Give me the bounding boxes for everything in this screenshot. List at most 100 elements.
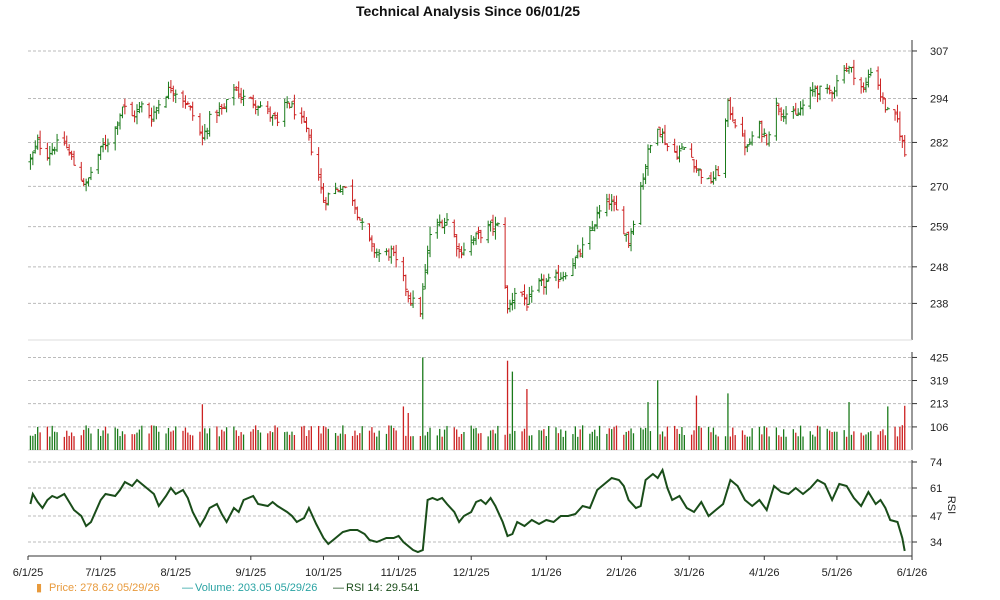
price-bar bbox=[742, 129, 747, 156]
price-bar bbox=[469, 235, 474, 256]
price-bar bbox=[662, 124, 667, 146]
price-bar bbox=[299, 107, 304, 124]
price-bar bbox=[868, 67, 873, 77]
price-bar bbox=[423, 264, 428, 290]
price-bar bbox=[258, 101, 263, 108]
price-panel: 238 248 259 270 282 294 307 bbox=[28, 40, 948, 341]
price-bar bbox=[98, 145, 103, 160]
price-bar bbox=[779, 107, 784, 122]
price-bar bbox=[459, 246, 464, 259]
legend-item: ▮ Price: 278.62 05/29/26 bbox=[36, 582, 160, 594]
price-bar bbox=[641, 173, 646, 190]
price-bar bbox=[512, 287, 517, 310]
price-bar bbox=[587, 226, 592, 250]
price-bar bbox=[406, 290, 411, 303]
price-bar bbox=[658, 126, 663, 138]
price-bar bbox=[861, 82, 866, 93]
rsi-tick-label: 74 bbox=[930, 457, 942, 469]
price-bar bbox=[401, 256, 406, 282]
price-bar bbox=[394, 244, 399, 268]
price-bar bbox=[541, 274, 546, 295]
price-bar bbox=[830, 91, 835, 102]
price-bar bbox=[781, 109, 786, 122]
price-bar bbox=[72, 150, 77, 166]
price-bar bbox=[813, 85, 818, 97]
price-bar bbox=[529, 285, 534, 303]
price-bar bbox=[546, 273, 551, 282]
price-bar bbox=[79, 161, 84, 181]
price-bar bbox=[488, 220, 493, 232]
x-tick-label: 2/1/26 bbox=[606, 567, 637, 579]
price-bar bbox=[357, 217, 362, 221]
volume-tick-label: 106 bbox=[930, 422, 948, 434]
price-tick-label: 294 bbox=[930, 94, 948, 106]
price-bar bbox=[166, 81, 171, 100]
price-bar bbox=[377, 249, 382, 262]
price-bar bbox=[137, 102, 142, 114]
price-bar bbox=[452, 219, 457, 238]
price-bar bbox=[784, 106, 789, 125]
price-bar bbox=[241, 89, 246, 107]
price-bar bbox=[403, 274, 408, 297]
price-bar bbox=[428, 226, 433, 258]
price-bar bbox=[55, 133, 60, 152]
price-bar bbox=[679, 142, 684, 150]
rsi-axis-label: RSI bbox=[945, 496, 957, 514]
price-bar bbox=[151, 105, 156, 122]
price-bar bbox=[706, 177, 711, 180]
price-bar bbox=[575, 244, 580, 259]
price-bar bbox=[386, 248, 391, 261]
price-bar bbox=[62, 131, 67, 146]
price-bar bbox=[900, 135, 905, 148]
price-bar bbox=[28, 153, 33, 170]
price-bar bbox=[629, 228, 634, 252]
price-bar bbox=[69, 150, 74, 160]
price-bar bbox=[323, 197, 328, 211]
price-bar bbox=[96, 153, 101, 174]
price-bar bbox=[437, 214, 442, 227]
price-bar bbox=[595, 206, 600, 229]
price-bar bbox=[234, 86, 239, 92]
price-bar bbox=[207, 111, 212, 137]
x-tick-label: 8/1/25 bbox=[160, 567, 191, 579]
legend-marker: ▮ bbox=[36, 582, 42, 594]
x-tick-label: 4/1/26 bbox=[749, 567, 780, 579]
price-bar bbox=[493, 216, 498, 240]
price-bar bbox=[130, 101, 135, 117]
price-bar bbox=[273, 111, 278, 120]
x-tick-label: 6/1/25 bbox=[13, 567, 44, 579]
price-bar bbox=[444, 213, 449, 226]
price-tick-label: 307 bbox=[930, 46, 948, 58]
price-bar bbox=[692, 159, 697, 173]
price-bar bbox=[672, 138, 677, 153]
price-bar bbox=[185, 101, 190, 105]
price-bar bbox=[321, 183, 326, 203]
price-bar bbox=[495, 222, 500, 227]
price-bar bbox=[558, 272, 563, 281]
price-bar bbox=[866, 69, 871, 88]
price-bar bbox=[638, 181, 643, 225]
price-bar bbox=[827, 85, 832, 95]
price-bar bbox=[333, 182, 338, 195]
price-bar bbox=[859, 77, 864, 94]
price-bar bbox=[759, 120, 764, 143]
price-bar bbox=[173, 89, 178, 104]
price-bar bbox=[435, 218, 440, 239]
price-bar bbox=[275, 112, 280, 127]
price-bar bbox=[793, 102, 798, 115]
price-bar bbox=[711, 171, 716, 185]
price-bar bbox=[842, 65, 847, 84]
price-bar bbox=[219, 103, 224, 115]
price-bar bbox=[665, 143, 670, 152]
price-bar bbox=[631, 220, 636, 236]
price-bar bbox=[544, 278, 549, 295]
price-bar bbox=[222, 103, 227, 110]
price-bar bbox=[902, 135, 907, 157]
price-bar bbox=[733, 119, 738, 129]
price-bar bbox=[539, 273, 544, 287]
price-bar bbox=[713, 165, 718, 181]
price-bar bbox=[723, 118, 728, 178]
price-bar bbox=[188, 105, 193, 111]
volume-tick-label: 425 bbox=[930, 352, 948, 364]
